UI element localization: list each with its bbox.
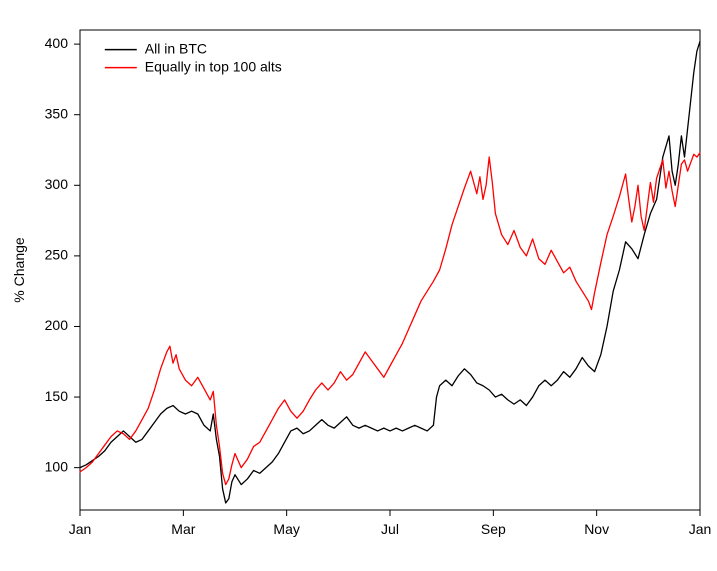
chart-container: 100 150 200 250 300 350 400 Jan Mar May Jul Sep Nov J…: [0, 0, 717, 571]
y-tick-label: 200: [45, 317, 69, 333]
x-tick-label: Jan: [69, 521, 92, 537]
y-tick-label: 150: [45, 388, 69, 404]
series-line-0: [80, 41, 700, 503]
x-tick-label: May: [273, 521, 299, 537]
y-axis-label: % Change: [11, 237, 27, 303]
y-tick-label: 100: [45, 458, 69, 474]
legend-label: Equally in top 100 alts: [145, 58, 282, 74]
legend-label: All in BTC: [145, 40, 207, 56]
series-line-1: [80, 153, 700, 485]
x-tick-label: Sep: [481, 521, 506, 537]
x-tick-label: Jul: [381, 521, 399, 537]
y-tick-label: 350: [45, 105, 69, 121]
plot-box: [80, 30, 700, 510]
y-tick-label: 400: [45, 35, 69, 51]
x-tick-label: Nov: [584, 521, 609, 537]
line-chart: 100 150 200 250 300 350 400 Jan Mar May Jul Sep Nov J…: [0, 0, 717, 571]
y-tick-label: 250: [45, 247, 69, 263]
y-tick-label: 300: [45, 176, 69, 192]
x-tick-label: Mar: [171, 521, 195, 537]
x-tick-label: Jan: [689, 521, 712, 537]
